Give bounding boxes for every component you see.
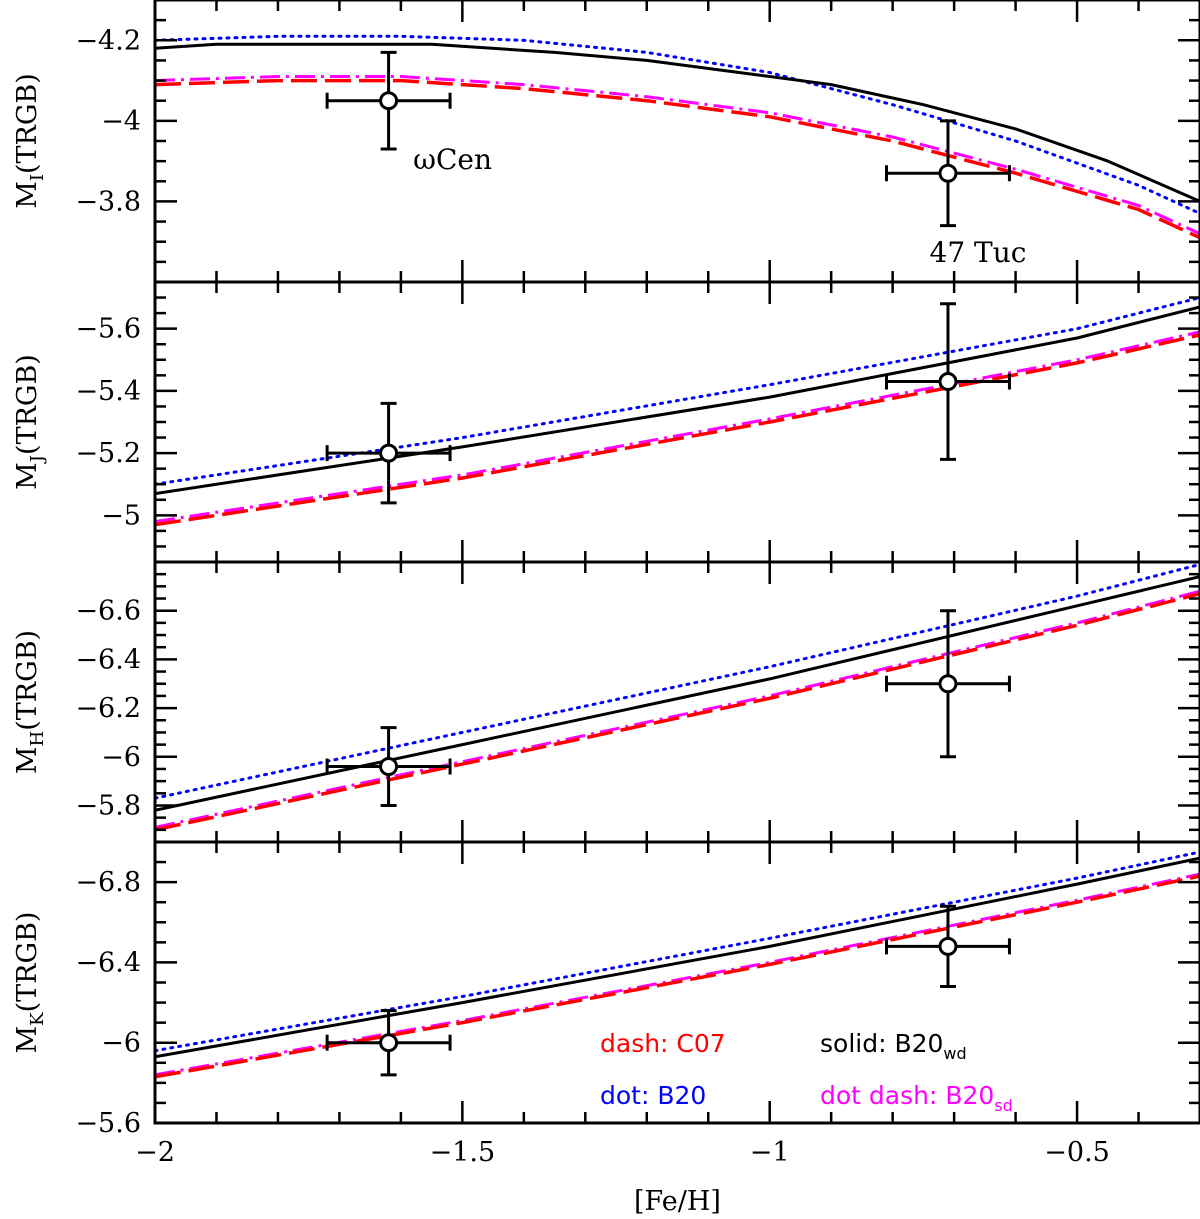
legend-entry-text: solid: B20 — [820, 1029, 943, 1058]
y-axis-title-sub: I — [27, 174, 48, 181]
data-point-marker — [938, 372, 958, 392]
series-line-c07-j — [155, 333, 1200, 527]
series-line-b20wd-k — [155, 856, 1200, 1059]
y-tick-label-i: −4 — [101, 106, 141, 137]
y-axis-title-tail: (TRGB) — [12, 354, 43, 455]
data-point-marker — [379, 757, 399, 777]
y-axis-title-sub: H — [27, 731, 48, 747]
y-tick-label-h: −6.4 — [75, 644, 141, 675]
series-line-b20wd-j — [155, 305, 1200, 496]
y-tick-label-h: −6 — [101, 742, 141, 773]
annotation-label: ωCen — [413, 143, 492, 176]
series-line-c07-h — [155, 592, 1200, 832]
data-point-marker — [938, 674, 958, 694]
y-axis-title-h: MH(TRGB) — [12, 630, 48, 774]
y-axis-title-main: M — [12, 181, 43, 209]
legend: dash: C07 dot: B20 solid: B20wd dot dash: B… — [600, 1029, 1013, 1115]
data-point-marker — [379, 1033, 399, 1053]
y-axis-title-main: M — [12, 462, 43, 490]
data-point-j-1 — [325, 401, 452, 505]
y-tick-label-i: −4.2 — [75, 25, 141, 56]
panel-j-frame — [153, 280, 1200, 564]
y-axis-title-i: MI(TRGB) — [12, 73, 48, 209]
y-axis-title-sub: K — [27, 1012, 48, 1026]
legend-entry-sub: wd — [943, 1044, 966, 1063]
data-point-marker — [938, 163, 958, 183]
data-point-marker — [938, 936, 958, 956]
y-axis-title-tail: (TRGB) — [12, 73, 43, 174]
series-line-b20sd-j — [155, 330, 1200, 524]
y-tick-label-j: −5.2 — [75, 438, 141, 469]
legend-entry-sub: sd — [994, 1096, 1013, 1115]
data-point-j-2 — [885, 302, 1011, 461]
series-line-c07-k — [155, 874, 1200, 1079]
series-line-b20wd-h — [155, 575, 1200, 812]
series-line-c07-i — [155, 78, 1200, 240]
y-axis-title-k: MK(TRGB) — [12, 912, 48, 1054]
y-tick-label-k: −6.8 — [75, 867, 141, 898]
y-axis-title-sub: J — [27, 455, 48, 464]
panel-h-frame — [153, 560, 1200, 844]
y-axis-title-main: M — [12, 1026, 43, 1054]
panel-frames — [153, 0, 1200, 1125]
y-tick-label-k: −6 — [101, 1028, 141, 1059]
model-curves — [155, 34, 1200, 1079]
series-line-b20-i — [155, 34, 1200, 215]
series-line-b20sd-i — [155, 75, 1200, 236]
legend-entry-text: dot: B20 — [600, 1081, 706, 1110]
y-tick-label-i: −3.8 — [75, 186, 141, 217]
data-point-marker — [379, 443, 399, 463]
x-tick-label: −2 — [135, 1137, 175, 1168]
y-tick-label-j: −5.6 — [75, 314, 141, 345]
y-axis-title-tail: (TRGB) — [12, 912, 43, 1013]
y-tick-label-h: −6.6 — [75, 596, 141, 627]
legend-entry-b20sd: dot dash: B20sd — [820, 1081, 1013, 1115]
data-point-i-1 — [325, 50, 452, 151]
data-point-k-2 — [885, 904, 1011, 989]
series-line-b20wd-i — [155, 42, 1200, 203]
x-tick-label: −1 — [750, 1137, 790, 1168]
legend-entry-text: dash: C07 — [600, 1029, 726, 1058]
x-tick-label: −1.5 — [430, 1137, 496, 1168]
series-line-b20-h — [155, 562, 1200, 800]
data-point-i-2 — [885, 119, 1011, 228]
panel-H-curves — [155, 562, 1200, 832]
y-tick-label-h: −6.2 — [75, 693, 141, 724]
series-line-b20sd-h — [155, 589, 1200, 829]
annotation-label: 47 Tuc — [930, 236, 1027, 269]
panel-J-curves — [155, 296, 1200, 527]
series-line-b20-k — [155, 850, 1200, 1053]
legend-entry-b20wd: solid: B20wd — [820, 1029, 967, 1063]
observed-points — [325, 50, 1011, 1077]
y-tick-label-k: −5.6 — [75, 1108, 141, 1139]
data-point-marker — [379, 91, 399, 111]
panel-K-curves — [155, 850, 1200, 1079]
x-tick-label: −0.5 — [1044, 1137, 1110, 1168]
panel-I-curves — [155, 34, 1200, 240]
data-point-h-1 — [325, 726, 452, 807]
y-axis-title-tail: (TRGB) — [12, 630, 43, 731]
legend-entry-b20: dot: B20 — [600, 1081, 706, 1110]
data-point-k-1 — [325, 1009, 452, 1077]
data-point-h-2 — [885, 609, 1011, 759]
y-tick-label-j: −5 — [101, 500, 141, 531]
y-axis-title-j: MJ(TRGB) — [12, 354, 48, 490]
y-tick-label-j: −5.4 — [75, 376, 141, 407]
legend-entry-text: dot dash: B20 — [820, 1081, 994, 1110]
series-line-b20-j — [155, 296, 1200, 486]
panel-i-frame — [153, 0, 1200, 284]
x-axis-title: [Fe/H] — [634, 1186, 721, 1217]
legend-entry-c07: dash: C07 — [600, 1029, 726, 1058]
y-axis-title-main: M — [12, 746, 43, 774]
series-line-b20sd-k — [155, 872, 1200, 1077]
y-tick-label-h: −5.8 — [75, 790, 141, 821]
y-tick-label-k: −6.4 — [75, 947, 141, 978]
